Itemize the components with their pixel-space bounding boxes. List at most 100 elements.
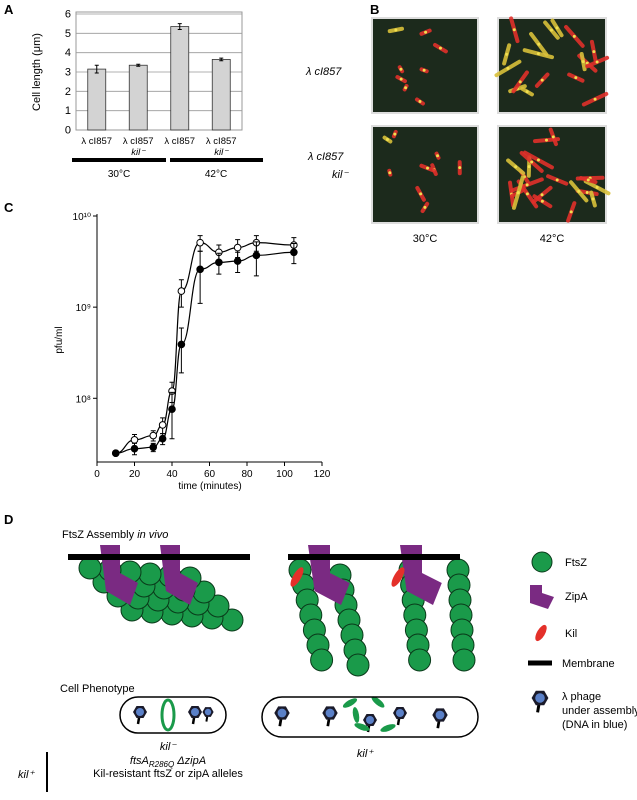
x-tick-label: 20 <box>129 469 141 480</box>
ftsz-fragment <box>354 723 370 731</box>
nucleoid <box>404 86 408 90</box>
phage-dna <box>191 708 199 716</box>
data-point <box>196 238 204 247</box>
data-point <box>158 421 167 429</box>
nucleoid <box>572 34 576 38</box>
text-part: R286Q <box>149 760 174 769</box>
nucleoid <box>545 138 549 142</box>
phenotype-label: Cell Phenotype <box>60 683 135 695</box>
error-bar <box>177 23 182 30</box>
y-tick-label: 10⁹ <box>76 303 91 314</box>
bar <box>211 59 231 131</box>
text-part: ΔzipA <box>174 755 206 767</box>
ftsz-fragment <box>380 724 396 732</box>
phage-dna <box>535 693 545 703</box>
y-tick-label: 5 <box>65 28 71 40</box>
x-tick-label: 100 <box>276 469 293 480</box>
ftsz <box>138 562 162 586</box>
y-tick-label: 3 <box>65 67 71 79</box>
legend-text: FtsZ <box>565 557 587 569</box>
diagram-title: FtsZ Assembly in vivo <box>62 529 168 541</box>
legend-text: λ phage <box>562 691 601 703</box>
legend-text: under assembly <box>562 705 637 717</box>
z-ring <box>160 698 176 732</box>
cell <box>119 696 227 734</box>
legend-text: Membrane <box>562 658 615 670</box>
nucleoid <box>536 52 540 56</box>
legend-text: (DNA in blue) <box>562 719 627 731</box>
nucleoid <box>574 76 578 80</box>
x-tick-label: kil⁻ <box>214 147 229 158</box>
data-point <box>177 287 186 295</box>
data-point <box>177 340 186 349</box>
cell <box>261 696 479 738</box>
data-point <box>111 449 120 457</box>
ftsz <box>78 556 102 580</box>
bar <box>128 64 148 131</box>
data-point <box>158 434 167 443</box>
nucleoid <box>555 178 559 182</box>
phage-dna <box>204 708 212 716</box>
zipa-icon <box>530 585 554 609</box>
nucleoid <box>516 191 520 195</box>
error-bar <box>178 327 184 374</box>
kil <box>290 567 304 587</box>
x-tick-label: 40 <box>166 469 178 480</box>
nucleoid <box>525 192 529 196</box>
title-part: in vivo <box>137 529 168 541</box>
nucleoid <box>577 189 581 193</box>
nucleoid <box>426 166 430 170</box>
y-tick-label: 10⁸ <box>76 394 91 405</box>
nucleoid <box>422 68 426 72</box>
genotype-label: kil⁻ <box>160 741 177 753</box>
error-bar <box>136 63 141 67</box>
nucleoid <box>551 135 555 139</box>
nucleoid <box>388 171 392 175</box>
micrographs <box>371 16 611 224</box>
column-label: 30°C <box>413 233 438 245</box>
series-line <box>115 251 294 454</box>
panel-letter: B <box>370 2 379 17</box>
data-point <box>130 444 139 453</box>
nucleoid <box>525 183 529 187</box>
title-part: FtsZ Assembly <box>62 529 137 541</box>
legend-text: Kil <box>565 628 577 640</box>
data-point <box>149 431 158 440</box>
text-part: ftsA <box>130 755 149 767</box>
nucleoid <box>512 28 516 32</box>
series-line <box>115 242 294 454</box>
nucleoid <box>525 90 529 94</box>
error-bar <box>197 250 203 304</box>
error-bar <box>94 64 99 74</box>
nucleoid <box>518 80 522 84</box>
ftsz <box>346 653 370 677</box>
x-tick-label: λ cI857 <box>206 136 237 147</box>
y-tick-label: 2 <box>65 86 71 98</box>
x-tick-label: 0 <box>94 469 100 480</box>
suppressor-text: Kil-resistant ftsZ or zipA alleles <box>93 768 243 780</box>
nucleoid <box>436 154 440 158</box>
panel-letter: A <box>4 2 14 17</box>
nucleoid <box>418 100 422 104</box>
nucleoid <box>419 192 423 196</box>
nucleoid <box>393 132 397 136</box>
data-point <box>233 257 242 265</box>
y-tick-label: 10¹⁰ <box>73 212 91 223</box>
data-point <box>215 258 223 267</box>
column-label: 42°C <box>540 233 565 245</box>
ftsz <box>310 648 334 672</box>
data-point <box>168 405 176 413</box>
error-bar <box>219 57 224 62</box>
kil <box>391 567 405 587</box>
bar <box>87 68 107 131</box>
nucleoid <box>540 199 544 203</box>
row-label: kil⁻ <box>332 169 349 181</box>
nucleoid <box>438 46 442 50</box>
nucleoid <box>385 138 389 142</box>
data-point <box>290 248 298 257</box>
bar <box>170 26 190 131</box>
kil-icon <box>535 624 547 642</box>
phage-dna <box>396 709 404 717</box>
ftsz <box>408 648 432 672</box>
